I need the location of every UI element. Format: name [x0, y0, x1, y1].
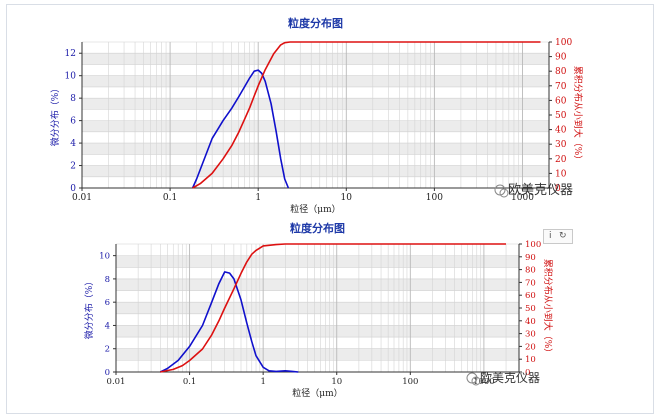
cumulative-distribution-line	[160, 243, 506, 373]
chart-toolbox: i ↻	[543, 229, 573, 244]
y-tick-left-label: 2	[105, 345, 110, 355]
y-tick-right-label: 80	[555, 67, 567, 77]
grid-band	[82, 120, 549, 132]
y-tick-left-label: 10	[65, 72, 77, 82]
grid-band	[116, 348, 519, 361]
y-tick-right-label: 90	[525, 253, 536, 263]
watermark-text: 欧美克仪器	[508, 183, 573, 198]
wechat-icon-bubble	[471, 376, 481, 386]
x-tick-label: 1000	[473, 377, 495, 387]
differential-distribution-line	[191, 69, 290, 189]
y-tick-left-label: 6	[70, 117, 76, 127]
y-axis-left-label: 微分分布（%）	[83, 277, 95, 340]
watermark: 欧美克仪器	[494, 183, 573, 198]
grid-band	[82, 75, 549, 87]
y-tick-right-label: 0	[525, 368, 530, 378]
y-tick-right-label: 0	[555, 184, 561, 194]
y-tick-left-label: 4	[105, 321, 110, 331]
y-tick-left-label: 2	[70, 162, 76, 172]
x-tick-label: 100	[426, 193, 443, 203]
particle-size-chart-top: 粒度分布图 0 2 4 6 8 10 12 0 10 20 30 40 50 60 70 80 90 100 0.01…	[49, 16, 584, 215]
y-axis-left-label: 微分分布（%）	[49, 84, 61, 147]
y-tick-right-label: 90	[555, 53, 567, 63]
content-frame	[6, 4, 654, 414]
y-tick-right-label: 10	[525, 355, 536, 365]
y-tick-left-label: 12	[65, 49, 76, 59]
y-tick-right-label: 100	[555, 38, 572, 48]
chart-panel-top: 粒度分布图 0 2 4 6 8 10 12 0 10 20 30 40 50 60 70 80 90 100 0.01…	[49, 16, 584, 215]
y-tick-right-label: 100	[525, 240, 541, 250]
refresh-icon[interactable]: ↻	[559, 231, 567, 241]
differential-distribution-line	[159, 271, 299, 373]
y-tick-right-label: 30	[555, 140, 567, 150]
y-tick-left-label: 0	[70, 184, 76, 194]
y-tick-left-label: 8	[70, 94, 76, 104]
y-tick-right-label: 50	[525, 304, 536, 314]
x-axis-label: 粒径（μm）	[292, 387, 342, 399]
grid-band	[116, 302, 519, 314]
x-tick-label: 10	[341, 193, 353, 203]
y-tick-left-label: 10	[99, 252, 110, 262]
y-tick-right-label: 30	[525, 330, 536, 340]
chart-title: 粒度分布图	[290, 221, 345, 235]
y-tick-left-label: 8	[105, 275, 110, 285]
y-tick-right-label: 70	[555, 82, 567, 92]
x-tick-label: 1	[255, 193, 261, 203]
y-tick-right-label: 10	[555, 169, 567, 179]
grid-band	[116, 278, 519, 291]
y-tick-left-label: 0	[105, 368, 110, 378]
y-tick-right-label: 60	[525, 291, 536, 301]
x-axis-label: 粒径（μm）	[290, 203, 340, 215]
watermark: 欧美克仪器	[466, 371, 540, 386]
y-tick-left-label: 4	[70, 139, 76, 149]
watermark-text: 欧美克仪器	[480, 371, 540, 385]
y-tick-right-label: 80	[525, 266, 536, 276]
x-tick-label: 0.01	[72, 193, 92, 203]
y-axis-right-label: 累积分布从小到大（%）	[542, 259, 554, 358]
grid-band	[82, 143, 549, 155]
x-tick-label: 1000	[511, 193, 534, 203]
x-tick-label: 0.1	[163, 193, 177, 203]
grid-band	[82, 98, 549, 110]
cumulative-distribution-line	[192, 41, 541, 189]
y-tick-right-label: 50	[555, 111, 567, 121]
y-axis-right-label: 累积分布从小到大（%）	[572, 66, 584, 165]
y-tick-right-label: 20	[525, 342, 536, 352]
grid-band	[116, 255, 519, 268]
y-tick-right-label: 70	[525, 278, 536, 288]
y-tick-right-label: 20	[555, 155, 567, 165]
grid-band	[82, 165, 549, 177]
y-tick-right-label: 40	[555, 126, 567, 136]
x-tick-label: 1	[260, 377, 265, 387]
x-tick-label: 0.01	[107, 377, 126, 387]
x-tick-label: 100	[402, 377, 418, 387]
grid-band	[116, 325, 519, 338]
x-tick-label: 10	[331, 377, 342, 387]
wechat-icon-bubble	[499, 188, 509, 198]
chart-title: 粒度分布图	[288, 16, 343, 30]
y-tick-right-label: 40	[525, 317, 536, 327]
x-tick-label: 0.1	[183, 377, 197, 387]
y-tick-left-label: 6	[105, 298, 110, 308]
grid-band	[82, 53, 549, 65]
y-tick-right-label: 60	[555, 96, 567, 106]
chart-panel-bottom: 粒度分布图 0 2 4 6 8 10 0 10 20 30 40 50 60 70 80 90 100 0.01 0.…	[0, 218, 660, 418]
info-icon[interactable]: i	[549, 231, 552, 241]
